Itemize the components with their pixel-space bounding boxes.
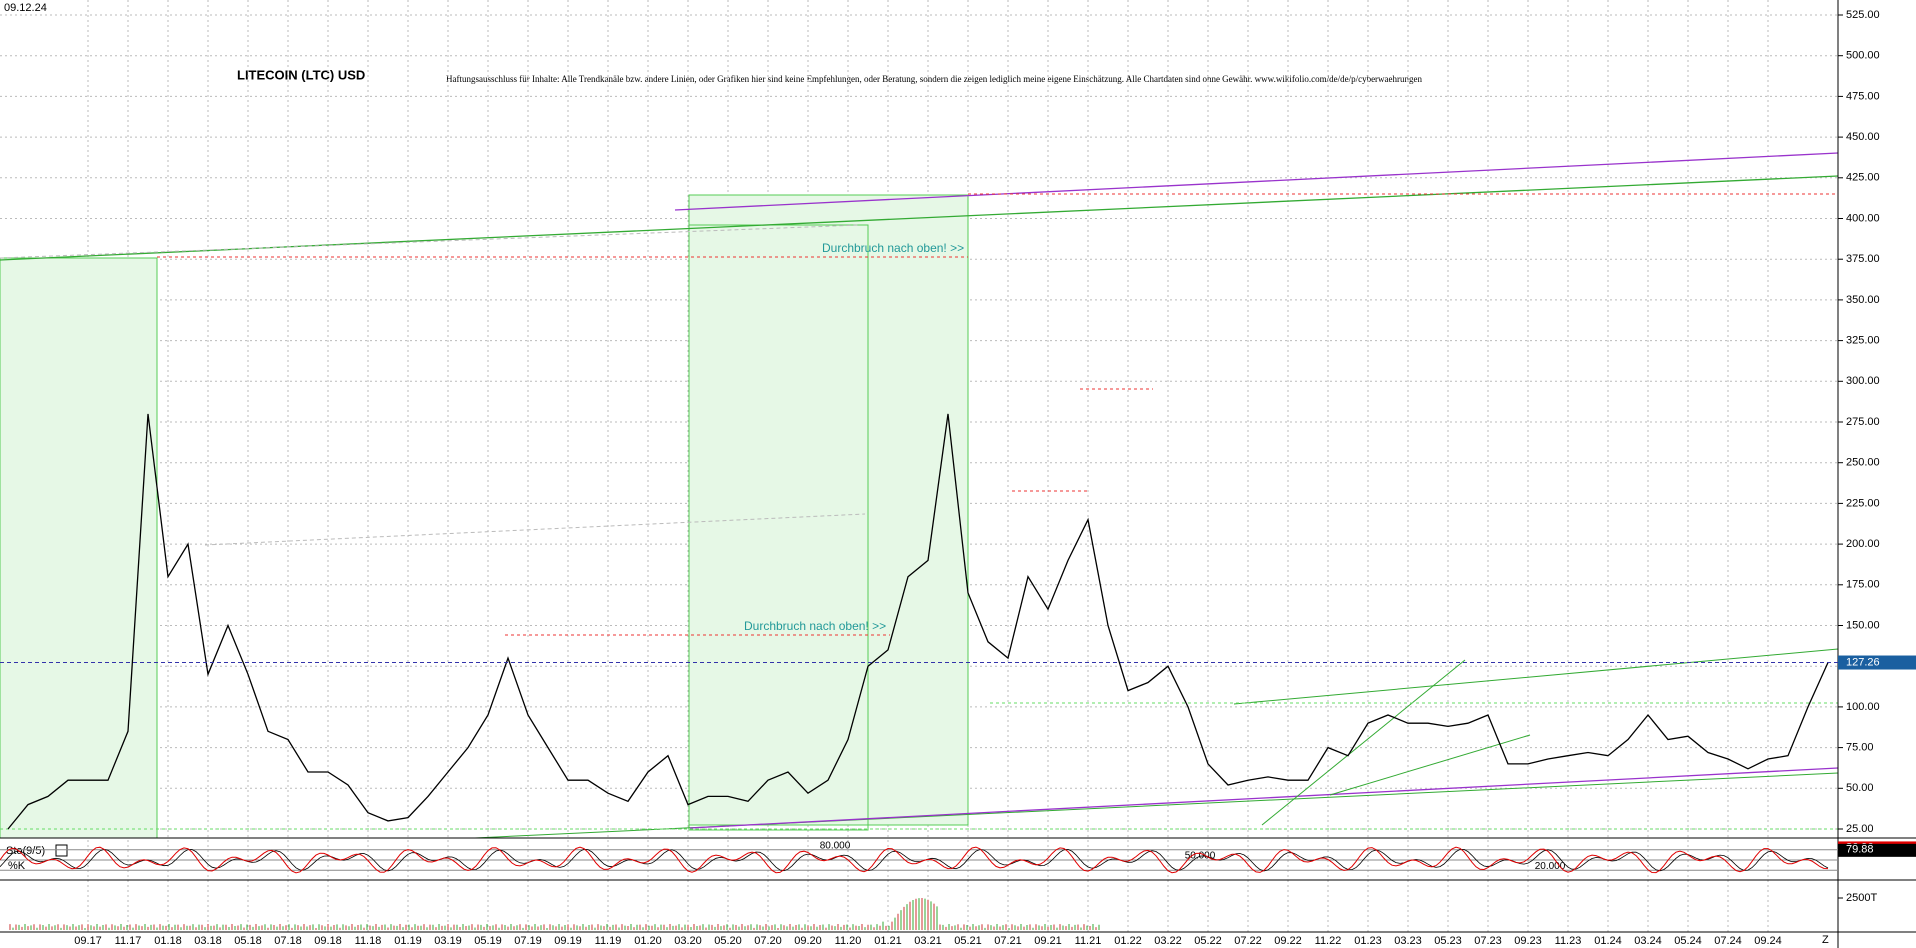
x-tick-label: 05.19 (474, 935, 502, 947)
x-tick-label: 07.21 (994, 935, 1022, 947)
x-tick-label: 05.24 (1674, 935, 1702, 947)
x-tick-label: 05.18 (234, 935, 262, 947)
stoch-d-line (0, 848, 1829, 872)
trendline (0, 224, 861, 259)
x-tick-label: 11.17 (115, 935, 142, 947)
stoch-k-line (0, 846, 1829, 874)
x-tick-label: 03.19 (434, 935, 462, 947)
stoch-k-name: %K (8, 860, 26, 872)
x-tick-label: 11.21 (1075, 935, 1102, 947)
y-tick-label: 175.00 (1846, 579, 1880, 591)
x-tick-label: 03.24 (1634, 935, 1662, 947)
y-tick-label: 275.00 (1846, 416, 1880, 428)
x-tick-label: 09.19 (554, 935, 582, 947)
chart-title: LITECOIN (LTC) USD (237, 67, 365, 82)
x-tick-label: 03.20 (674, 935, 702, 947)
stoch-level-label: 20.000 (1535, 861, 1566, 872)
volume-tick-label: 2500T (1846, 892, 1877, 904)
trendline (689, 767, 1839, 829)
x-tick-label: 09.21 (1034, 935, 1062, 947)
disclaimer: Haftungsausschluss für Inhalte: Alle Tre… (446, 74, 1423, 84)
x-tick-label: 07.20 (754, 935, 782, 947)
stoch-value-box (1838, 843, 1916, 857)
y-tick-label: 300.00 (1846, 375, 1880, 387)
x-tick-label: 05.21 (954, 935, 982, 947)
y-tick-label: 475.00 (1846, 90, 1880, 102)
highlight-box (0, 257, 158, 839)
x-tick-label: 05.20 (714, 935, 742, 947)
x-tick-label: 07.18 (274, 935, 302, 947)
price-line (7, 413, 1829, 830)
last-price-label: 127.26 (1846, 656, 1880, 668)
x-tick-label: 09.18 (314, 935, 342, 947)
y-tick-label: 25.00 (1846, 823, 1874, 835)
stoch-title: Sto(9/5) (6, 845, 45, 857)
y-tick-label: 100.00 (1846, 701, 1880, 713)
corner-label: Z (1822, 934, 1829, 946)
y-tick-label: 200.00 (1846, 538, 1880, 550)
y-tick-label: 75.00 (1846, 742, 1874, 754)
x-tick-label: 07.22 (1234, 935, 1262, 947)
x-tick-label: 03.21 (914, 935, 942, 947)
x-tick-label: 01.22 (1114, 935, 1142, 947)
x-tick-label: 05.22 (1194, 935, 1222, 947)
x-tick-label: 01.24 (1594, 935, 1622, 947)
x-tick-label: 11.18 (355, 935, 382, 947)
y-tick-label: 150.00 (1846, 619, 1880, 631)
x-tick-label: 03.23 (1394, 935, 1422, 947)
x-tick-label: 01.23 (1354, 935, 1382, 947)
stoch-value-label: 79.88 (1846, 844, 1874, 856)
x-tick-label: 01.18 (154, 935, 182, 947)
x-tick-label: 11.19 (595, 935, 622, 947)
x-tick-label: 11.23 (1555, 935, 1582, 947)
y-tick-label: 225.00 (1846, 497, 1880, 509)
x-tick-label: 01.20 (634, 935, 662, 947)
stoch-level-label: 80.000 (820, 840, 851, 851)
x-tick-label: 11.22 (1315, 935, 1342, 947)
y-tick-label: 375.00 (1846, 253, 1880, 265)
x-tick-label: 07.23 (1474, 935, 1502, 947)
date-label: 09.12.24 (4, 2, 47, 14)
y-tick-label: 325.00 (1846, 335, 1880, 347)
x-tick-label: 01.19 (394, 935, 422, 947)
annotation: Durchbruch nach oben! >> (822, 241, 964, 255)
trendline (674, 152, 1839, 211)
last-price-box (1838, 655, 1916, 670)
y-tick-label: 350.00 (1846, 294, 1880, 306)
x-tick-label: 09.23 (1514, 935, 1542, 947)
y-tick-label: 425.00 (1846, 172, 1880, 184)
y-tick-label: 250.00 (1846, 457, 1880, 469)
trendline (0, 175, 1839, 261)
x-tick-label: 05.23 (1434, 935, 1462, 947)
x-tick-label: 07.19 (514, 935, 542, 947)
x-tick-label: 09.22 (1274, 935, 1302, 947)
trendline (204, 513, 866, 546)
highlight-box (688, 194, 969, 826)
y-tick-label: 525.00 (1846, 9, 1880, 21)
panel-button[interactable] (55, 844, 68, 857)
y-tick-label: 500.00 (1846, 50, 1880, 62)
drawings (0, 152, 1839, 839)
x-tick-label: 11.20 (835, 935, 862, 947)
trendline (1261, 659, 1466, 826)
x-tick-label: 09.17 (74, 935, 102, 947)
x-tick-label: 09.24 (1754, 935, 1782, 947)
x-tick-label: 09.20 (794, 935, 822, 947)
y-tick-label: 50.00 (1846, 782, 1874, 794)
annotation: Durchbruch nach oben! >> (744, 619, 886, 633)
y-tick-label: 400.00 (1846, 212, 1880, 224)
x-tick-label: 07.24 (1714, 935, 1742, 947)
trendline (1233, 648, 1839, 705)
trendline (1329, 734, 1531, 796)
y-tick-label: 450.00 (1846, 131, 1880, 143)
x-tick-label: 03.22 (1154, 935, 1182, 947)
x-tick-label: 01.21 (874, 935, 902, 947)
x-tick-label: 03.18 (194, 935, 222, 947)
